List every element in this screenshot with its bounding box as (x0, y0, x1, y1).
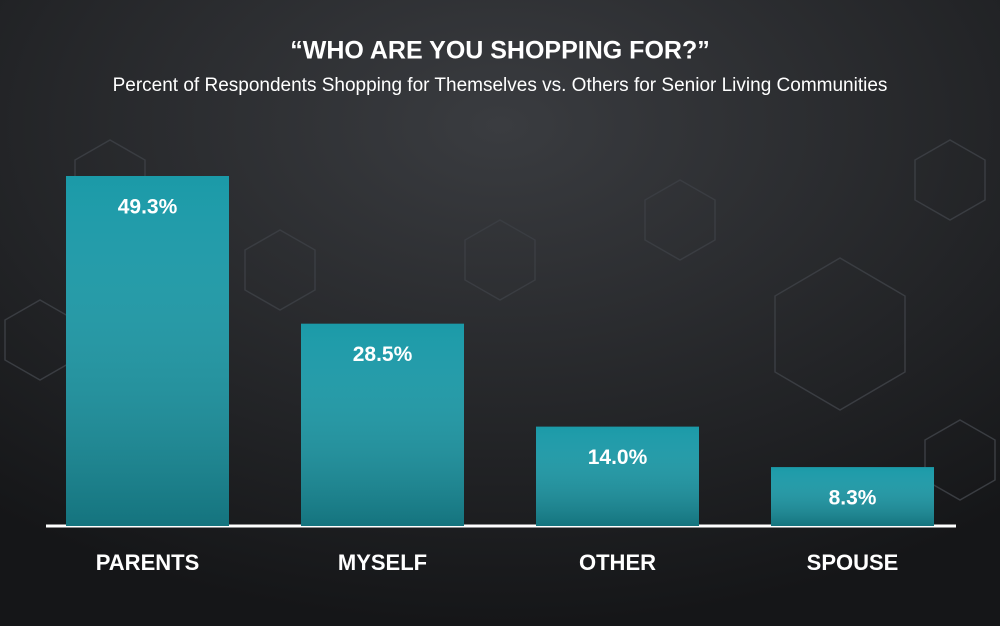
chart-subtitle: Percent of Respondents Shopping for Them… (113, 75, 888, 96)
x-tick-label: PARENTS (96, 550, 200, 575)
x-tick-label: MYSELF (338, 550, 427, 575)
bar-shade (66, 176, 229, 526)
value-label: 28.5% (353, 343, 413, 366)
bar-shade (536, 426, 699, 526)
x-tick-label: SPOUSE (807, 550, 899, 575)
bar-shade (301, 323, 464, 526)
bar-shade (771, 467, 934, 526)
x-tick-label: OTHER (579, 550, 656, 575)
value-label: 8.3% (829, 487, 877, 510)
value-label: 49.3% (118, 196, 178, 219)
chart-title: “WHO ARE YOU SHOPPING FOR?” (290, 37, 709, 65)
value-label: 14.0% (588, 446, 648, 469)
